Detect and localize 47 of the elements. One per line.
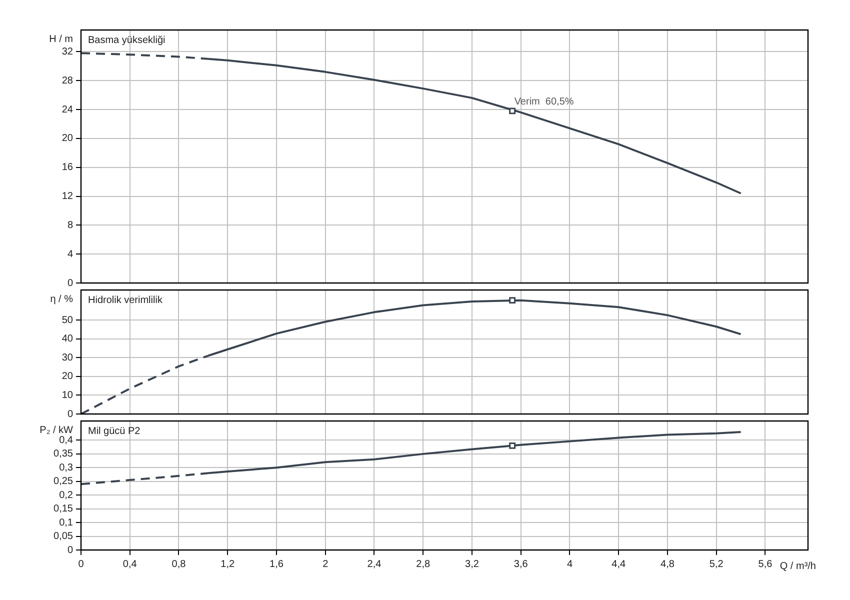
y-tick-label: 0 [67,278,74,289]
annotation: Verim 60,5% [514,96,574,108]
y-tick-label: 0,35 [54,448,74,460]
annotation: Mil gücü P2 [88,426,141,437]
y-tick-label: 50 [62,314,74,326]
y-tick-label: 0 [67,544,74,556]
y-tick-label: 0,3 [59,462,74,474]
y-tick-label: 0,15 [54,504,74,515]
y-tick-label: 0,2 [59,490,74,501]
y-tick-label: 40 [62,334,74,345]
x-tick-label: 4,4 [612,558,626,570]
y-axis-title: η / % [50,294,74,305]
y-tick-label: 4 [67,248,74,260]
x-tick-label: 0 [78,558,84,570]
y-tick-label: 10 [62,390,74,401]
x-tick-label: 4,8 [660,558,675,570]
x-tick-label: 5,6 [758,558,773,570]
y-tick-label: 24 [62,104,74,116]
y-tick-label: 0,4 [59,434,74,446]
y-tick-label: 32 [62,46,74,58]
x-tick-label: 0,4 [122,558,138,570]
y-tick-label: 20 [62,371,74,382]
y-axis-title: H / m [49,34,73,45]
y-axis-title: P₂ / kW [40,424,74,436]
y-tick-label: 30 [62,352,74,364]
x-tick-label: 1,6 [270,558,284,570]
y-tick-label: 0,1 [59,517,74,528]
y-tick-label: 20 [62,133,74,144]
y-tick-label: 28 [62,75,74,86]
y-tick-label: 16 [62,162,74,174]
x-tick-label: 5,2 [709,558,724,570]
annotation: Hidrolik verimlilik [88,294,164,306]
y-tick-label: 12 [62,191,74,202]
x-tick-label: 4 [566,558,573,570]
y-tick-label: 8 [67,220,74,231]
x-axis-title: Q / m³/h [780,560,816,572]
y-tick-label: 0,05 [54,531,74,542]
x-tick-label: 2,8 [416,558,431,570]
annotation: Basma yüksekliği [88,34,166,46]
y-tick-label: 0 [67,408,74,420]
x-tick-label: 0,8 [172,558,186,570]
x-tick-label: 2 [322,558,329,570]
y-tick-label: 0,25 [54,476,74,488]
x-tick-label: 3,6 [514,558,528,570]
x-tick-label: 3,2 [465,558,480,570]
x-tick-label: 1,2 [220,558,236,570]
x-tick-label: 2,4 [367,558,382,570]
